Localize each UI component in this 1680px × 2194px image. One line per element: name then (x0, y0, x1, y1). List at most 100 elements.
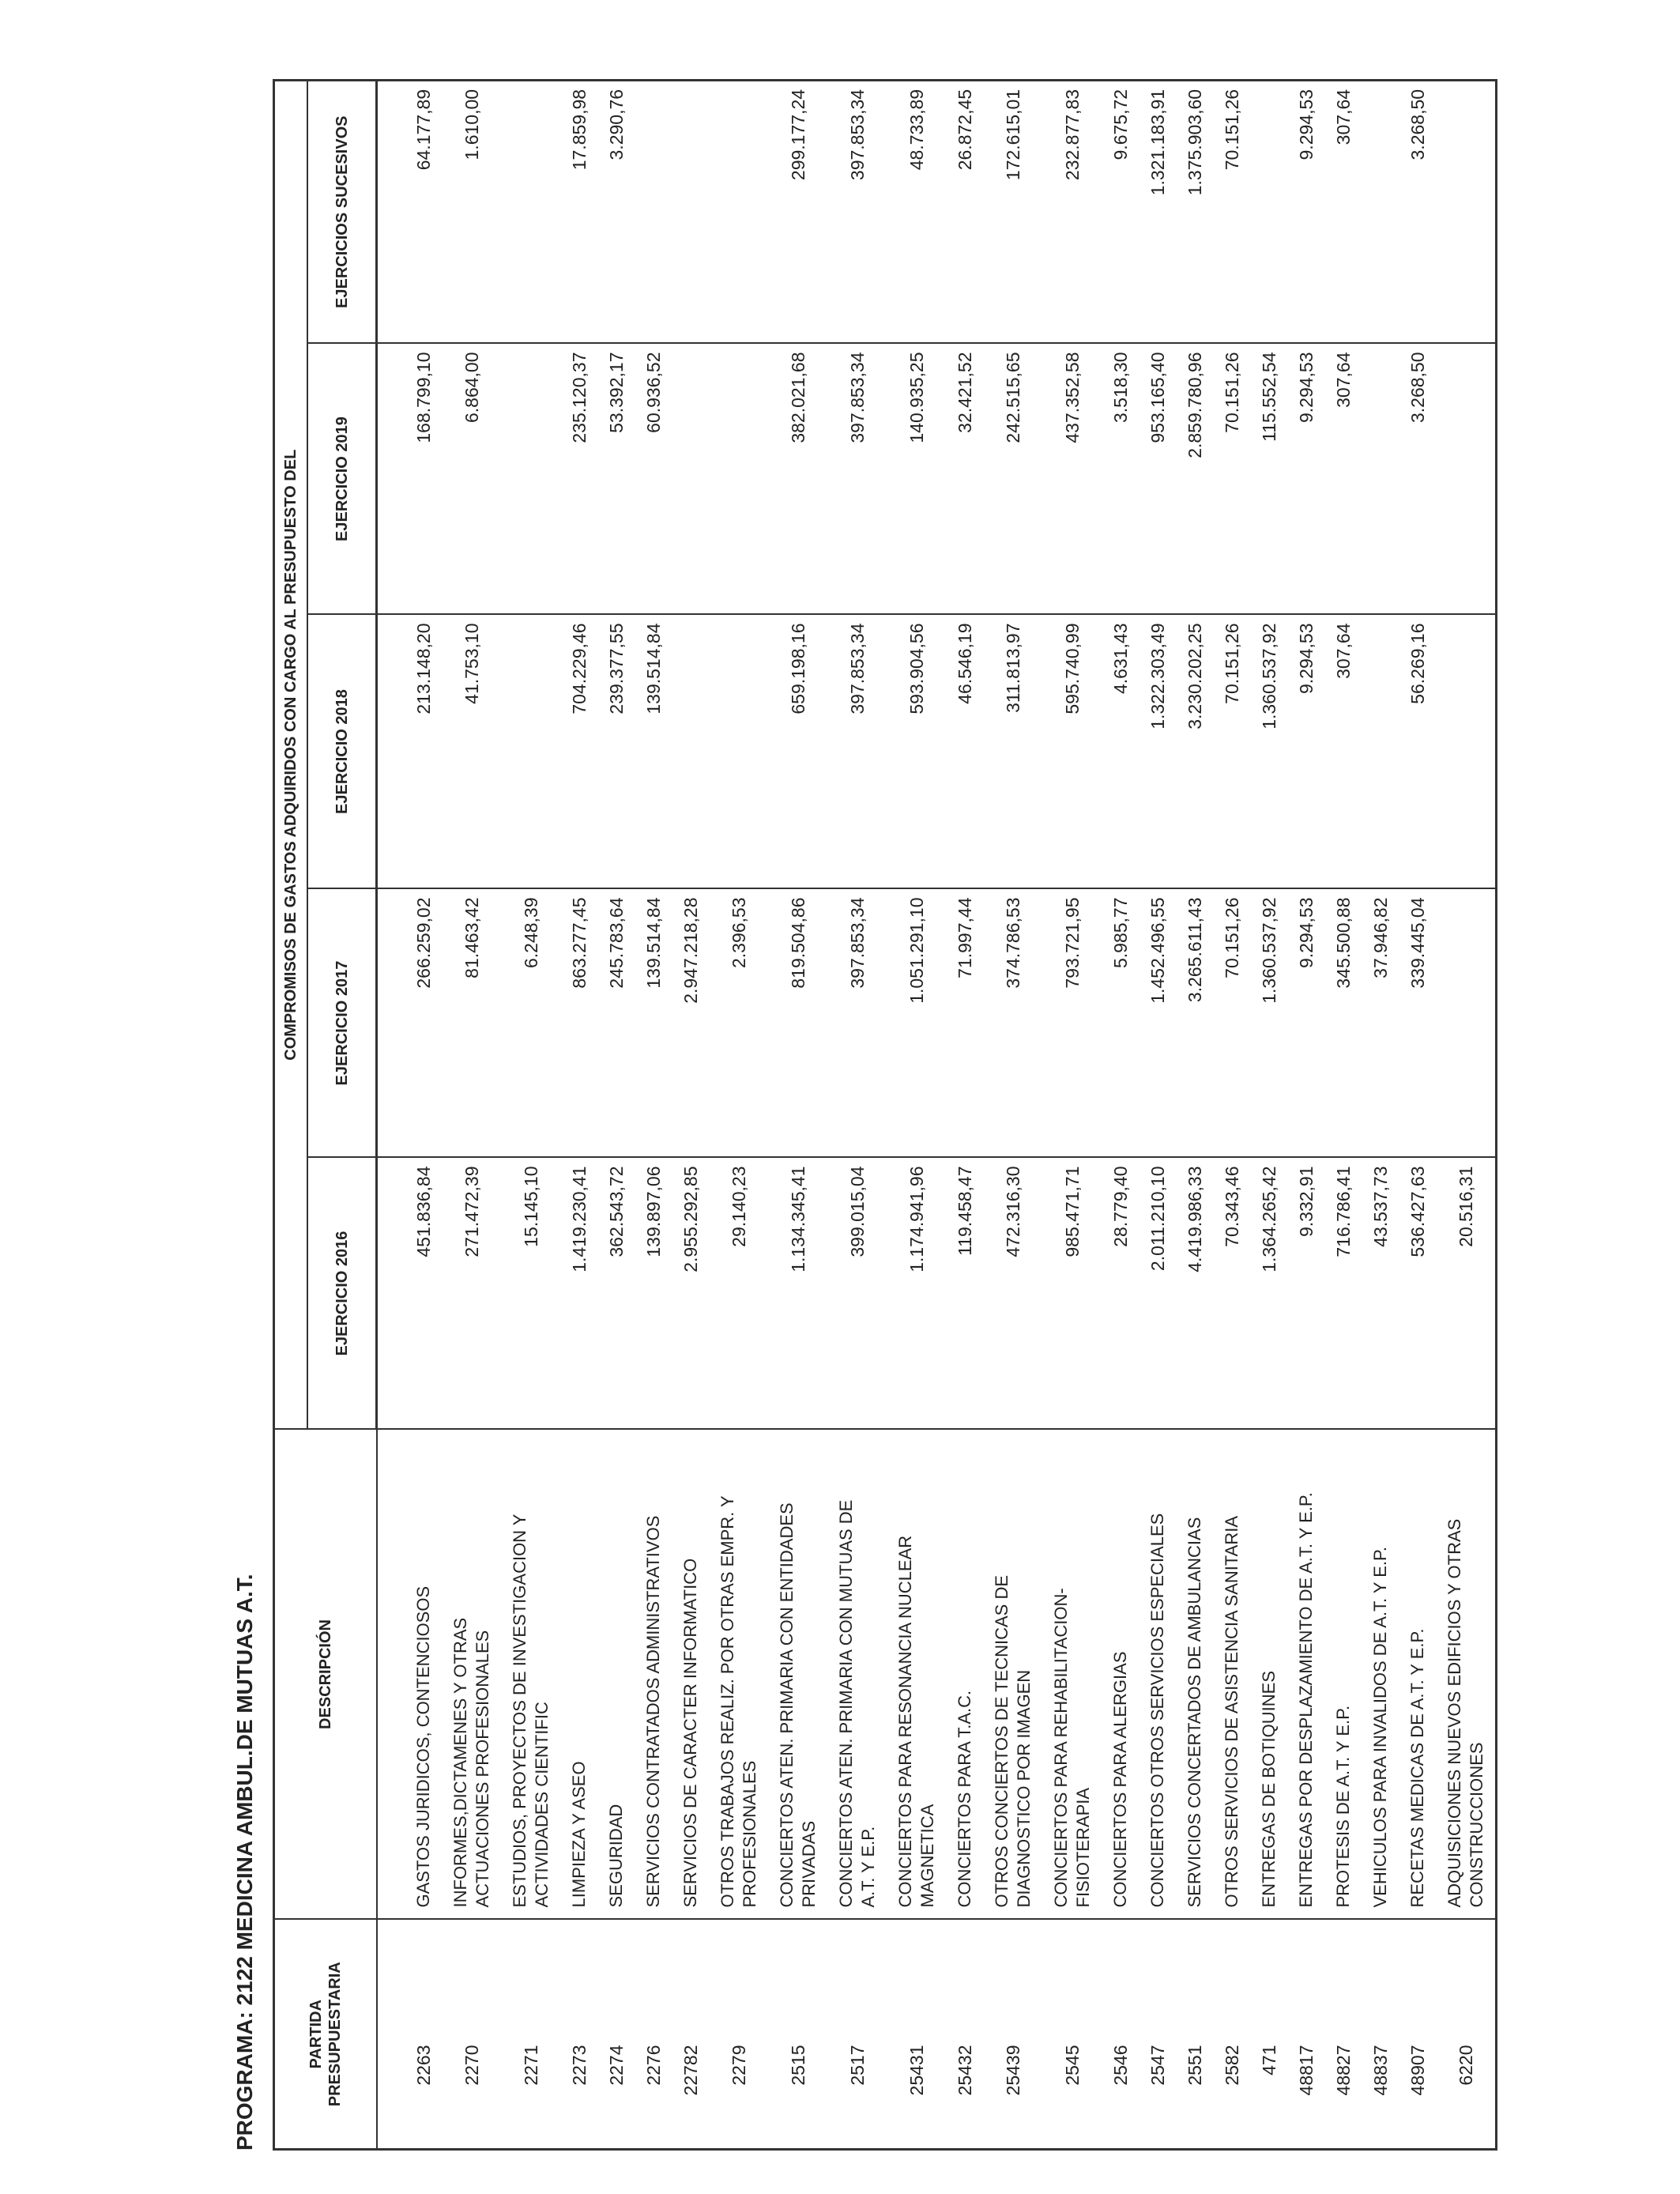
value-cell-sucesivos: 1.610,00 (442, 80, 501, 344)
table-row: 2263 GASTOS JURIDICOS, CONTENCIOSOS 451.83… (405, 80, 442, 2150)
value-cell-2019: 382.021,68 (768, 343, 827, 615)
partida-cell: 48827 (1324, 1919, 1362, 2150)
value-cell-2016: 536.427,63 (1399, 1157, 1436, 1430)
partida-cell: 48907 (1399, 1919, 1436, 2150)
value-cell-2016: 2.955.292,85 (672, 1157, 709, 1430)
value-cell-2017: 863.277,45 (560, 888, 597, 1158)
value-cell-2019: 3.518,30 (1102, 343, 1139, 615)
descripcion-cell: GASTOS JURIDICOS, CONTENCIOSOS (405, 1429, 442, 1920)
partida-cell: 2517 (827, 1919, 887, 2150)
header-partida: PARTIDA PRESUPUESTARIA (273, 1919, 377, 2150)
value-cell-sucesivos (501, 80, 560, 344)
value-cell-sucesivos: 307,64 (1324, 80, 1362, 344)
table-row: 471 ENTREGAS DE BOTIQUINES 1.364.265,42 1.3… (1250, 80, 1287, 2150)
descripcion-cell: ENTREGAS POR DESPLAZAMIENTO DE A.T. Y E.… (1287, 1429, 1324, 1920)
value-cell-sucesivos (709, 80, 768, 344)
value-cell-2017: 1.452.496,55 (1139, 888, 1176, 1158)
value-cell-2016: 43.537,73 (1362, 1157, 1399, 1430)
spacer-row (376, 80, 405, 2150)
value-cell-2019: 235.120,37 (560, 343, 597, 615)
descripcion-cell: SEGURIDAD (597, 1429, 635, 1920)
table-row: 2582 OTROS SERVICIOS DE ASISTENCIA SANITA… (1213, 80, 1250, 2150)
value-cell-2018: 56.269,16 (1399, 614, 1436, 889)
value-cell-2018 (501, 614, 560, 889)
value-cell-2016: 451.836,84 (405, 1157, 442, 1430)
value-cell-2019 (709, 343, 768, 615)
descripcion-cell: OTROS TRABAJOS REALIZ. POR OTRAS EMPR. Y… (709, 1429, 768, 1920)
value-cell-2018: 311.813,97 (983, 614, 1042, 889)
partida-cell: 48817 (1287, 1919, 1324, 2150)
table-row: 2545 CONCIERTOS PARA REHABILITACION- FISI… (1042, 80, 1102, 2150)
value-cell-2016: 28.779,40 (1102, 1157, 1139, 1430)
value-cell-2016: 1.134.345,41 (768, 1157, 827, 1430)
value-cell-2016: 985.471,71 (1042, 1157, 1102, 1430)
value-cell-sucesivos: 1.321.183,91 (1139, 80, 1176, 344)
value-cell-2017: 339.445,04 (1399, 888, 1436, 1158)
descripcion-cell: ESTUDIOS, PROYECTOS DE INVESTIGACION Y A… (501, 1429, 560, 1920)
descripcion-cell: CONCIERTOS PARA T.A.C. (946, 1429, 983, 1920)
value-cell-2018: 397.853,34 (827, 614, 887, 889)
partida-cell: 2279 (709, 1919, 768, 2150)
value-cell-2018: 70.151,26 (1213, 614, 1250, 889)
partida-cell: 6220 (1436, 1919, 1497, 2150)
table-row: 25432 CONCIERTOS PARA T.A.C. 119.458,47 71.… (946, 80, 983, 2150)
value-cell-2017: 5.985,77 (1102, 888, 1139, 1158)
value-cell-2018 (1436, 614, 1497, 889)
value-cell-2017: 139.514,84 (635, 888, 672, 1158)
value-cell-2017: 793.721,95 (1042, 888, 1102, 1158)
value-cell-2018: 239.377,55 (597, 614, 635, 889)
value-cell-2018: 593.904,56 (887, 614, 946, 889)
descripcion-cell: CONCIERTOS ATEN. PRIMARIA CON ENTIDADES … (768, 1429, 827, 1920)
descripcion-cell: VEHICULOS PARA INVALIDOS DE A.T. Y E.P. (1362, 1429, 1399, 1920)
value-cell-2017: 1.051.291,10 (887, 888, 946, 1158)
value-cell-2019: 32.421,52 (946, 343, 983, 615)
table-row: 2279 OTROS TRABAJOS REALIZ. POR OTRAS EMP… (709, 80, 768, 2150)
partida-cell: 2547 (1139, 1919, 1176, 2150)
value-cell-sucesivos: 3.290,76 (597, 80, 635, 344)
value-cell-2016: 4.419.986,33 (1176, 1157, 1213, 1430)
table-row: 2274 SEGURIDAD 362.543,72 245.783,64 239.377… (597, 80, 635, 2150)
value-cell-sucesivos (1250, 80, 1287, 344)
value-cell-2019: 437.352,58 (1042, 343, 1102, 615)
value-cell-sucesivos (672, 80, 709, 344)
value-cell-2016: 119.458,47 (946, 1157, 983, 1430)
value-cell-sucesivos: 232.877,83 (1042, 80, 1102, 344)
value-cell-2019: 168.799,10 (405, 343, 442, 615)
header-ejercicio-2017: EJERCICIO 2017 (307, 888, 377, 1158)
value-cell-2018: 9.294,53 (1287, 614, 1324, 889)
value-cell-sucesivos: 397.853,34 (827, 80, 887, 344)
value-cell-2016: 29.140,23 (709, 1157, 768, 1430)
value-cell-2019 (501, 343, 560, 615)
value-cell-2017: 37.946,82 (1362, 888, 1399, 1158)
descripcion-cell: OTROS SERVICIOS DE ASISTENCIA SANITARIA (1213, 1429, 1250, 1920)
descripcion-cell: OTROS CONCIERTOS DE TECNICAS DE DIAGNOST… (983, 1429, 1042, 1920)
value-cell-2019: 53.392,17 (597, 343, 635, 615)
table-row: 2517 CONCIERTOS ATEN. PRIMARIA CON MUTUAS… (827, 80, 887, 2150)
table-row: 2271 ESTUDIOS, PROYECTOS DE INVESTIGACION… (501, 80, 560, 2150)
value-cell-2019 (1436, 343, 1497, 615)
table-row: 2515 CONCIERTOS ATEN. PRIMARIA CON ENTIDA… (768, 80, 827, 2150)
value-cell-2016: 1.174.941,96 (887, 1157, 946, 1430)
partida-cell: 2551 (1176, 1919, 1213, 2150)
value-cell-2016: 362.543,72 (597, 1157, 635, 1430)
value-cell-sucesivos: 17.859,98 (560, 80, 597, 344)
partida-cell: 2274 (597, 1919, 635, 2150)
rotated-page: PROGRAMA: 2122 MEDICINA AMBUL.DE MUTUAS … (232, 78, 1507, 2151)
value-cell-sucesivos: 70.151,26 (1213, 80, 1250, 344)
table-row: 25439 OTROS CONCIERTOS DE TECNICAS DE DIA… (983, 80, 1042, 2150)
partida-cell: 2515 (768, 1919, 827, 2150)
partida-cell: 2273 (560, 1919, 597, 2150)
partida-cell: 2546 (1102, 1919, 1139, 2150)
value-cell-2018: 46.546,19 (946, 614, 983, 889)
value-cell-2019: 397.853,34 (827, 343, 887, 615)
table-row: 2270 INFORMES,DICTAMENES Y OTRAS ACTUACIO… (442, 80, 501, 2150)
value-cell-2017: 266.259,02 (405, 888, 442, 1158)
header-ejercicios-sucesivos: EJERCICIOS SUCESIVOS (307, 80, 377, 344)
value-cell-2018: 1.360.537,92 (1250, 614, 1287, 889)
table-row: 48837 VEHICULOS PARA INVALIDOS DE A.T. Y … (1362, 80, 1399, 2150)
header-descripcion: DESCRIPCIÓN (273, 1429, 377, 1920)
table-row: 2273 LIMPIEZA Y ASEO 1.419.230,41 863.277,4… (560, 80, 597, 2150)
table-row: 2547 CONCIERTOS OTROS SERVICIOS ESPECIALE… (1139, 80, 1176, 2150)
value-cell-sucesivos: 9.675,72 (1102, 80, 1139, 344)
value-cell-2018: 1.322.303,49 (1139, 614, 1176, 889)
